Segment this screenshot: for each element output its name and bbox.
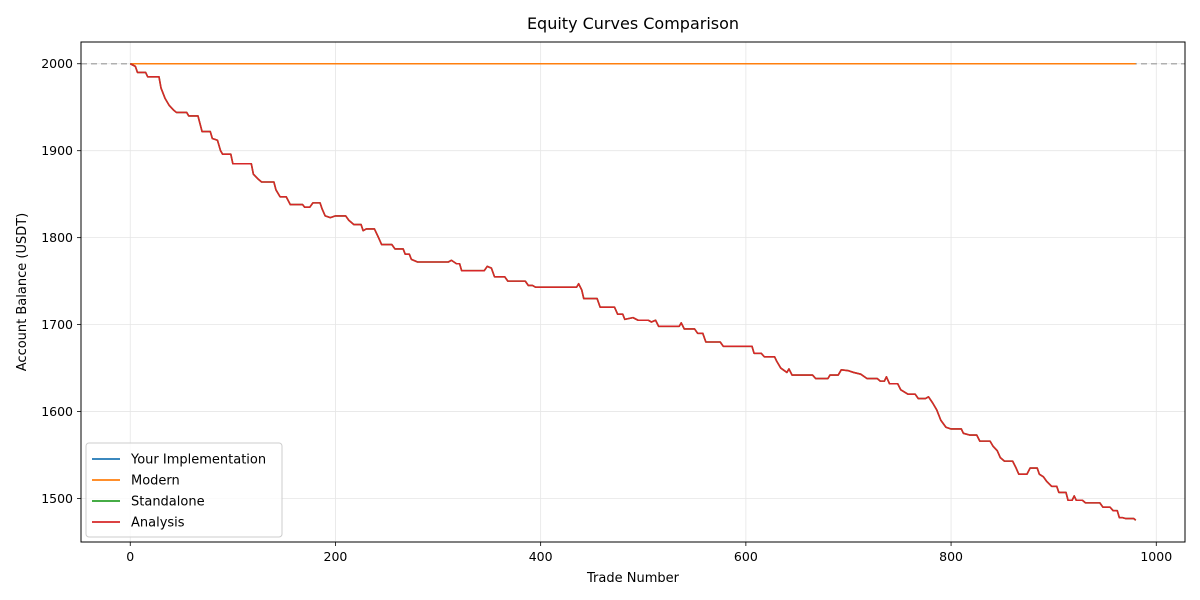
legend-label: Your Implementation [130,453,266,468]
legend-label: Modern [131,474,180,489]
x-tick-label: 1000 [1140,549,1172,564]
y-axis-label: Account Balance (USDT) [15,213,30,371]
y-tick-label: 1800 [41,230,73,245]
y-tick-label: 1600 [41,404,73,419]
y-tick-label: 1500 [41,491,73,506]
x-tick-label: 600 [734,549,758,564]
legend: Your Implementation Modern Standalone Analy… [85,442,283,538]
legend-label: Standalone [131,495,205,510]
y-tick-label: 1900 [41,143,73,158]
plot-frame [80,41,1186,543]
x-tick-label: 800 [939,549,963,564]
legend-label: Analysis [131,516,185,531]
x-axis-ticks: 0 200 400 600 800 1000 [126,542,1172,564]
x-tick-label: 0 [126,549,134,564]
series-lines [129,62,1137,521]
x-axis-label: Trade Number [586,571,680,586]
legend-box [85,442,283,538]
chart-title: Equity Curves Comparison [527,14,739,33]
series-line-analysis [129,63,1137,521]
y-axis-ticks: 1500 1600 1700 1800 1900 2000 [41,56,81,506]
y-tick-label: 2000 [41,56,73,71]
x-tick-label: 200 [324,549,348,564]
x-tick-label: 400 [529,549,553,564]
y-tick-label: 1700 [41,317,73,332]
